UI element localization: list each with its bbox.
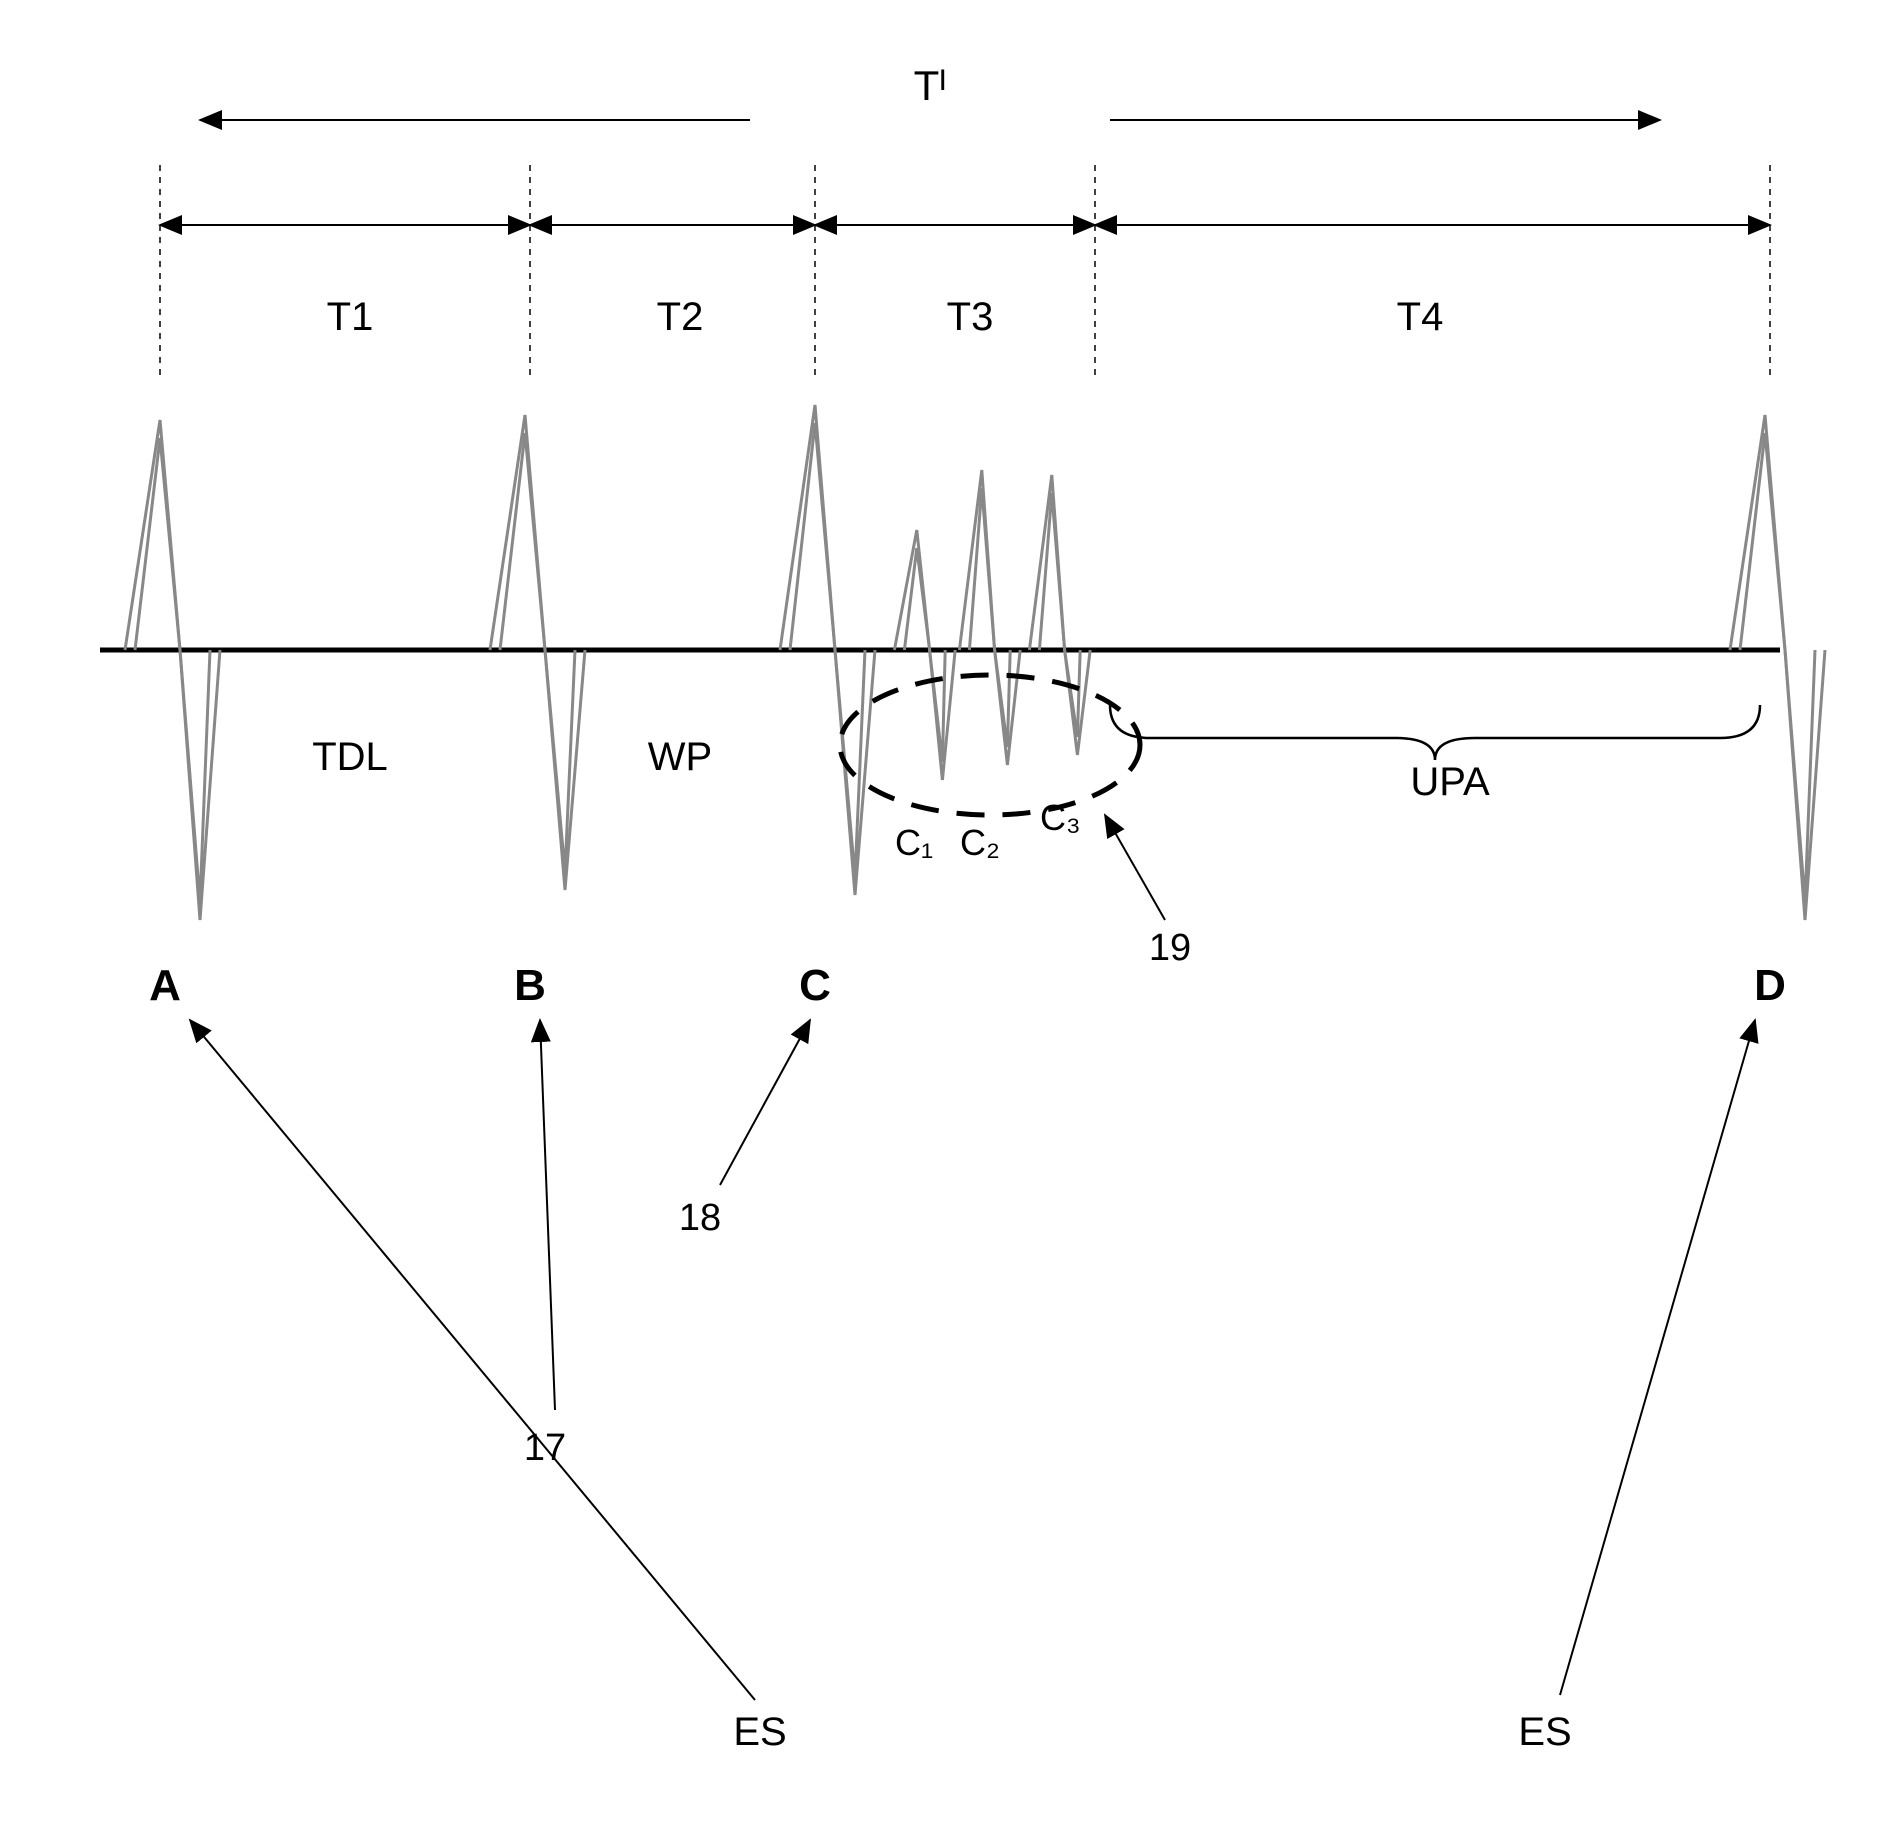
callout-label-18-1: 18 bbox=[679, 1197, 721, 1239]
minor-peak-label-C1: C₁ bbox=[895, 822, 933, 863]
peak-label-B: B bbox=[514, 961, 546, 1010]
peak-A-outer bbox=[125, 420, 220, 920]
callout-label-es-3: ES bbox=[733, 1710, 786, 1754]
top-period-label: Tᴵ bbox=[914, 62, 947, 109]
segment-label-1: T1 bbox=[327, 295, 374, 339]
upa-brace bbox=[1110, 705, 1760, 760]
callout-arrow-4 bbox=[1560, 1020, 1755, 1695]
region-label-wp: WP bbox=[648, 735, 712, 779]
diagram-container: TᴵT1TDLT2WPT3T4UPAABCDC₁C₂C₃171819ESES bbox=[0, 0, 1896, 1840]
minor-peak-C2-outer bbox=[959, 470, 1020, 765]
region-label-tdl: TDL bbox=[312, 735, 388, 779]
region-label-upa: UPA bbox=[1410, 760, 1490, 804]
segment-label-3: T3 bbox=[947, 295, 994, 339]
segment-label-4: T4 bbox=[1397, 295, 1444, 339]
peak-label-A: A bbox=[149, 961, 181, 1010]
callout-arrow-2 bbox=[1105, 815, 1165, 920]
callout-arrow-1 bbox=[720, 1020, 810, 1185]
peak-label-C: C bbox=[799, 961, 831, 1010]
callout-arrow-0 bbox=[540, 1020, 555, 1410]
minor-peak-C1-inner bbox=[904, 548, 945, 762]
minor-peak-C3-outer bbox=[1029, 475, 1090, 755]
peak-label-D: D bbox=[1754, 961, 1786, 1010]
callout-label-19-2: 19 bbox=[1149, 927, 1191, 969]
signal-diagram-svg: TᴵT1TDLT2WPT3T4UPAABCDC₁C₂C₃171819ESES bbox=[0, 0, 1896, 1840]
callout-arrow-3 bbox=[190, 1020, 755, 1700]
callout-label-es-4: ES bbox=[1518, 1710, 1571, 1754]
peak-D-outer bbox=[1730, 415, 1825, 920]
minor-peak-label-C2: C₂ bbox=[960, 822, 1000, 863]
group-ellipse bbox=[840, 675, 1140, 815]
segment-label-2: T2 bbox=[657, 295, 704, 339]
